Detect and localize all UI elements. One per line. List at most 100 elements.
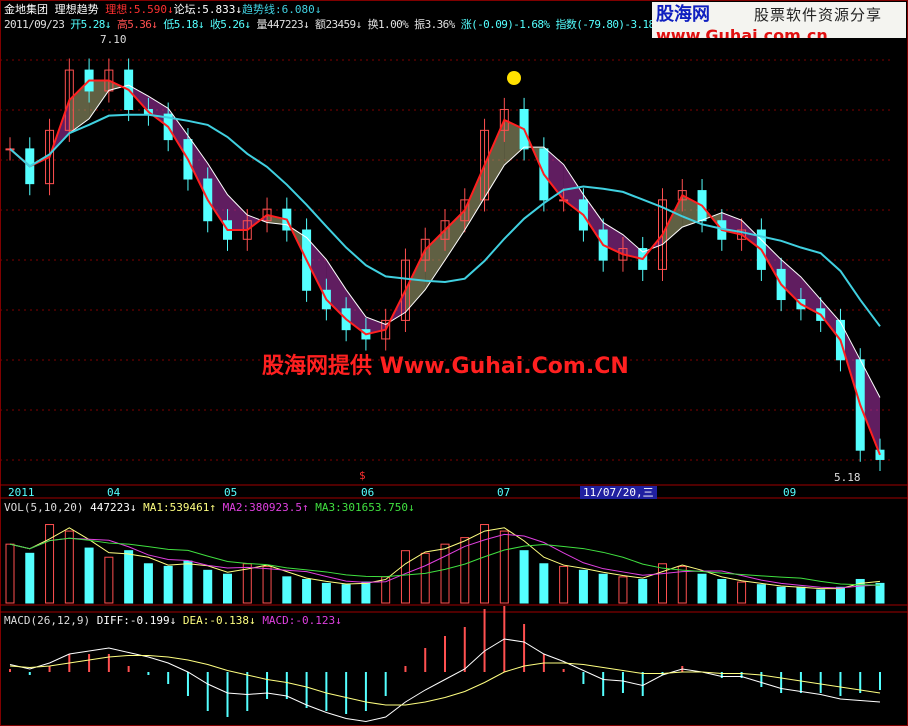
amplitude: 振3.36% [414, 18, 455, 31]
vol-ma1: MA1:539461↑ [143, 501, 216, 514]
trend-line [9, 113, 881, 327]
forum-value: 论坛:5.833↓ [173, 3, 242, 16]
volume-bar [776, 586, 786, 604]
site-logo: 股海网 股票软件资源分享 www.Guhai.com.cn [652, 2, 906, 38]
logo-brand: 股海网 [656, 4, 710, 25]
macd-header: MACD(26,12,9) DIFF:-0.199↓ DEA:-0.138↓ M… [4, 614, 342, 627]
trend-band [800, 276, 821, 315]
trend-band [464, 165, 485, 231]
diff-line [9, 638, 881, 723]
vol-ma1 [9, 527, 881, 590]
volume-bar [282, 576, 292, 604]
vol-value: 447223↓ [90, 501, 137, 514]
volume-bar [816, 589, 826, 604]
indicator-name: 理想趋势 [54, 3, 99, 16]
trend-band [820, 299, 841, 341]
trend-band [662, 195, 683, 245]
volume-bar [45, 524, 55, 604]
volume-bar [677, 565, 687, 604]
candle [480, 129, 490, 201]
x-tick-label: 05 [224, 486, 238, 499]
macd-value: MACD:-0.123↓ [262, 614, 342, 627]
index-change: 指数(-79.80)-3.18% [555, 18, 661, 31]
trend-band [405, 249, 426, 313]
trend-band [761, 239, 782, 285]
volume-bar [143, 563, 153, 604]
high: 高5.36↓ [116, 18, 158, 31]
volume-bar [302, 578, 312, 604]
event-marker: $ [359, 469, 366, 482]
volume-bar [104, 556, 114, 604]
vol-ma2 [9, 533, 881, 589]
volume-bar [223, 573, 232, 604]
macd-dea: DEA:-0.138↓ [182, 614, 256, 627]
trend-band [840, 322, 861, 405]
volume-bar [835, 586, 845, 604]
volume-bar [400, 550, 410, 604]
dea-line [9, 655, 881, 706]
volume-bar [460, 537, 470, 604]
vol-title: VOL(5,10,20) [4, 501, 84, 514]
volume-bar [756, 584, 766, 604]
volume-bar [875, 582, 885, 604]
vol-header: VOL(5,10,20) 447223↓ MA1:539461↑ MA2:380… [4, 501, 415, 514]
x-tick-label: 04 [107, 486, 121, 499]
volume-bar [124, 550, 134, 604]
x-tick-label: 2011 [8, 486, 35, 499]
vol-ma3 [9, 537, 881, 586]
smiley-icon [507, 71, 521, 85]
candle [499, 108, 509, 131]
volume: 量447223↓ [256, 18, 310, 31]
ideal-value: 理想:5.590↓ [105, 3, 174, 16]
trend-band [227, 194, 248, 231]
trend-band [346, 289, 366, 335]
low: 低5.18↓ [163, 18, 204, 31]
candle [658, 199, 667, 270]
trend-band [148, 96, 169, 127]
forum-line [9, 84, 881, 398]
volume-bar [559, 565, 569, 604]
candle [460, 199, 470, 222]
logo-url: www.Guhai.com.cn [656, 28, 828, 38]
volume-bar [598, 573, 608, 604]
max-price-label: 7.10 [100, 33, 127, 46]
open: 开5.28↓ [70, 18, 111, 31]
min-price-label: 5.18 [834, 471, 861, 484]
volume-bar [638, 578, 648, 604]
title-line: 金地集团 理想趋势 理想:5.590↓论坛:5.833↓趋势线:6.080↓ [4, 3, 321, 16]
turnover: 换1.00% [367, 18, 409, 31]
macd-title: MACD(26,12,9) [4, 614, 91, 627]
volume-bar [697, 573, 707, 604]
candle [420, 238, 430, 261]
candle [677, 190, 687, 201]
macd-diff: DIFF:-0.199↓ [96, 614, 177, 627]
trend-band [267, 214, 287, 225]
volume-bar [183, 560, 193, 604]
stock-name: 金地集团 [4, 3, 48, 16]
volume-bar [262, 565, 272, 604]
volume-bar [578, 569, 588, 604]
volume-bar [855, 578, 865, 604]
amount: 额23459↓ [315, 18, 362, 31]
volume-bar [163, 565, 173, 604]
date: 2011/09/23 [4, 18, 65, 31]
trend-band [622, 234, 643, 259]
vol-ma3: MA3:301653.750↓ [315, 501, 415, 514]
volume-bar [737, 581, 747, 604]
trend-band [168, 108, 188, 160]
volume-bar [519, 550, 529, 604]
trend-band [306, 237, 327, 300]
trend-band [89, 80, 109, 119]
trend-band [504, 119, 525, 166]
trend-band [187, 135, 208, 200]
volume-bar [658, 563, 667, 604]
x-tick-label: 07 [497, 486, 511, 499]
trend-value: 趋势线:6.080↓ [241, 3, 322, 16]
trend-band [484, 119, 505, 198]
quote-line: 2011/09/23 开5.28↓ 高5.36↓ 低5.18↓ 收5.26↓ 量… [4, 18, 661, 31]
x-tick-label: 06 [361, 486, 375, 499]
close: 收5.26↓ [209, 18, 251, 31]
volume-bar [84, 547, 94, 604]
volume-bar [717, 578, 727, 604]
